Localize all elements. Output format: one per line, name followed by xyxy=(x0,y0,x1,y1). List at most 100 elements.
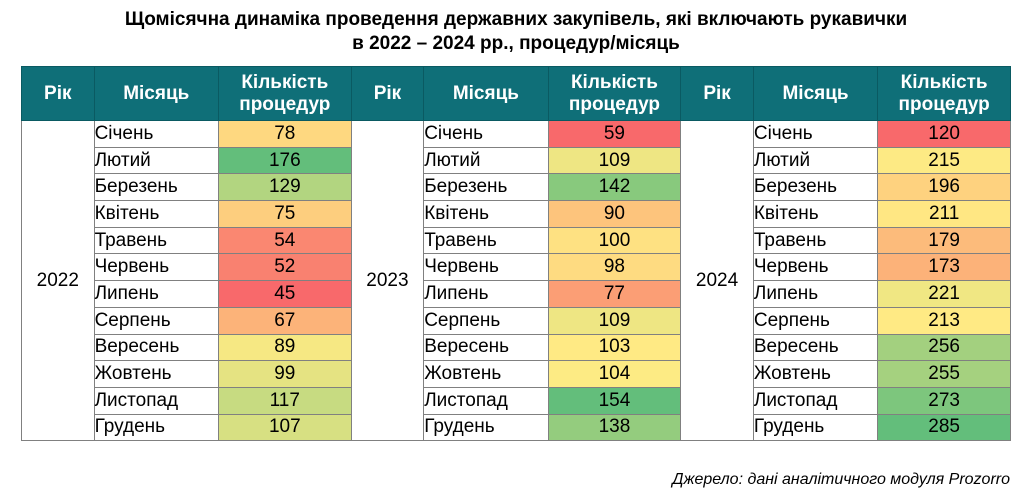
header-count: Кількість процедур xyxy=(217,66,352,121)
table-row: Лютий 176 Лютий 109 Лютий 215 xyxy=(22,146,1011,175)
value-cell: 138 xyxy=(547,413,682,442)
procurement-heatmap-table: Рік Місяць Кількість процедур Рік Місяць Кіль… xyxy=(21,66,1011,442)
table-row: Серпень 67 Серпень 109 Серпень 213 xyxy=(22,306,1011,335)
month-cell: Червень xyxy=(752,253,879,282)
month-cell: Січень xyxy=(752,120,879,148)
table-row: 2022 Січень 78 2023 Січень 59 2024 Січень 120 xyxy=(21,119,1011,442)
header-month: Місяць xyxy=(423,66,549,121)
year-cell: 2024 xyxy=(680,119,754,442)
value-cell: 142 xyxy=(547,173,682,202)
month-cell: Жовтень xyxy=(752,360,879,388)
source-note: Джерело: дані аналітичного модуля Prozor… xyxy=(672,471,1010,488)
value-cell: 176 xyxy=(217,146,352,175)
table-row: Жовтень 99 Жовтень 104 Жовтень 255 xyxy=(22,360,1011,388)
value-cell: 78 xyxy=(217,120,352,148)
header-year: Рік xyxy=(21,66,95,121)
value-cell: 45 xyxy=(217,280,352,308)
value-cell: 98 xyxy=(547,253,682,282)
month-cell: Листопад xyxy=(93,386,219,415)
value-cell: 90 xyxy=(547,200,682,228)
value-cell: 89 xyxy=(217,333,352,362)
value-cell: 173 xyxy=(877,253,1011,282)
month-cell: Березень xyxy=(752,173,879,202)
month-cell: Січень xyxy=(423,120,549,148)
value-cell: 54 xyxy=(217,226,352,255)
value-cell: 52 xyxy=(217,253,352,282)
month-cell: Травень xyxy=(93,226,219,255)
month-cell: Вересень xyxy=(752,333,879,362)
month-cell: Жовтень xyxy=(423,360,549,388)
title-line-1: Щомісячна динаміка проведення державних … xyxy=(124,9,908,30)
value-cell: 129 xyxy=(217,173,352,202)
month-cell: Червень xyxy=(93,253,219,282)
month-cell: Лютий xyxy=(752,146,879,175)
value-cell: 196 xyxy=(877,173,1011,202)
header-count: Кількість процедур xyxy=(877,66,1011,121)
value-cell: 221 xyxy=(877,280,1011,308)
table-row: Липень 45 Липень 77 Липень 221 xyxy=(22,280,1011,308)
chart-title: Щомісячна динаміка проведення державних … xyxy=(0,8,1032,56)
month-cell: Квітень xyxy=(752,200,879,228)
month-cell: Травень xyxy=(423,226,549,255)
table-row: Квітень 75 Квітень 90 Квітень 211 xyxy=(22,200,1011,228)
month-cell: Жовтень xyxy=(93,360,219,388)
year-cell: 2023 xyxy=(350,119,425,442)
value-cell: 213 xyxy=(877,306,1011,335)
month-cell: Лютий xyxy=(93,146,219,175)
value-cell: 256 xyxy=(877,333,1011,362)
header-year: Рік xyxy=(350,66,425,121)
value-cell: 75 xyxy=(217,200,352,228)
value-cell: 104 xyxy=(547,360,682,388)
month-cell: Липень xyxy=(93,280,219,308)
value-cell: 154 xyxy=(547,386,682,415)
value-cell: 109 xyxy=(547,306,682,335)
value-cell: 179 xyxy=(877,226,1011,255)
value-cell: 107 xyxy=(217,413,352,442)
header-month: Місяць xyxy=(93,66,219,121)
month-cell: Квітень xyxy=(93,200,219,228)
table-row: Травень 54 Травень 100 Травень 179 xyxy=(22,226,1011,255)
table-row: Листопад 117 Листопад 154 Листопад 273 xyxy=(22,386,1011,415)
month-cell: Вересень xyxy=(423,333,549,362)
value-cell: 285 xyxy=(877,413,1011,442)
header-count: Кількість процедур xyxy=(547,66,682,121)
value-cell: 273 xyxy=(877,386,1011,415)
header-row: Рік Місяць Кількість процедур Рік Місяць Кіль… xyxy=(21,66,1011,121)
month-cell: Серпень xyxy=(752,306,879,335)
month-cell: Вересень xyxy=(93,333,219,362)
value-cell: 59 xyxy=(547,120,682,148)
title-line-2: в 2022 – 2024 рр., процедур/місяць xyxy=(352,33,680,54)
month-cell: Листопад xyxy=(752,386,879,415)
month-cell: Грудень xyxy=(752,413,879,442)
value-cell: 255 xyxy=(877,360,1011,388)
header-month: Місяць xyxy=(752,66,879,121)
value-cell: 211 xyxy=(877,200,1011,228)
year-cell: 2022 xyxy=(21,119,95,442)
month-cell: Січень xyxy=(93,120,219,148)
month-cell: Грудень xyxy=(93,413,219,442)
month-cell: Серпень xyxy=(423,306,549,335)
header-year: Рік xyxy=(680,66,754,121)
month-cell: Березень xyxy=(93,173,219,202)
value-cell: 77 xyxy=(547,280,682,308)
month-cell: Березень xyxy=(423,173,549,202)
table-row: Грудень 107 Грудень 138 Грудень 285 xyxy=(22,413,1011,442)
month-cell: Грудень xyxy=(423,413,549,442)
value-cell: 67 xyxy=(217,306,352,335)
month-cell: Листопад xyxy=(423,386,549,415)
month-cell: Серпень xyxy=(93,306,219,335)
table-row: Червень 52 Червень 98 Червень 173 xyxy=(22,253,1011,282)
value-cell: 215 xyxy=(877,146,1011,175)
month-cell: Липень xyxy=(752,280,879,308)
value-cell: 99 xyxy=(217,360,352,388)
value-cell: 117 xyxy=(217,386,352,415)
month-cell: Травень xyxy=(752,226,879,255)
value-cell: 109 xyxy=(547,146,682,175)
table-row: Березень 129 Березень 142 Березень 196 xyxy=(22,173,1011,202)
month-cell: Квітень xyxy=(423,200,549,228)
month-cell: Лютий xyxy=(423,146,549,175)
value-cell: 100 xyxy=(547,226,682,255)
value-cell: 103 xyxy=(547,333,682,362)
table-row: Вересень 89 Вересень 103 Вересень 256 xyxy=(22,333,1011,362)
value-cell: 120 xyxy=(877,120,1011,148)
